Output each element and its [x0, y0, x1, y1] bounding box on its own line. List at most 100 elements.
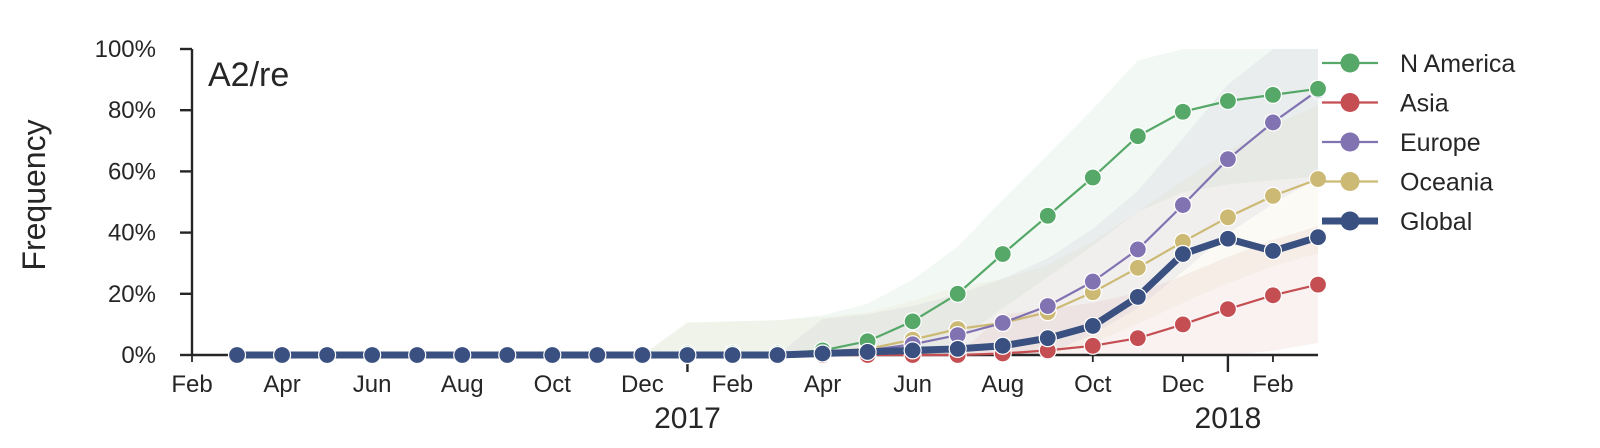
data-point [1218, 229, 1238, 248]
data-point [1218, 300, 1238, 319]
legend-marker [1340, 93, 1360, 112]
data-point [1083, 168, 1102, 187]
legend-item: Asia [1322, 90, 1449, 118]
data-point [408, 345, 427, 365]
series-global [227, 228, 1328, 365]
y-axis-label: Frequency [16, 119, 52, 270]
chart-title: A2/re [208, 56, 289, 94]
band-0 [237, 49, 1318, 355]
data-point [993, 336, 1012, 355]
data-point [1128, 240, 1147, 259]
data-point [318, 345, 337, 365]
data-point [813, 344, 832, 363]
x-tick-label: Dec [1162, 371, 1205, 398]
data-point [1128, 329, 1147, 348]
x-tick-label: Jun [893, 371, 932, 398]
data-point [1263, 241, 1283, 261]
series-lines [227, 79, 1328, 365]
data-point [1263, 85, 1283, 105]
data-point [227, 345, 247, 365]
data-point [678, 345, 697, 365]
data-point [1173, 102, 1192, 121]
data-point [1083, 272, 1102, 291]
x-tick-label: Oct [534, 371, 572, 398]
data-point [948, 284, 967, 303]
x-tick-label: Apr [804, 371, 841, 398]
data-point [272, 345, 292, 365]
legend-marker [1340, 172, 1360, 191]
data-point [1128, 287, 1147, 306]
band-2 [237, 49, 1318, 355]
legend-label: Global [1400, 208, 1472, 236]
data-point [1308, 169, 1328, 189]
data-point [903, 341, 922, 360]
band-3 [237, 104, 1318, 356]
data-point [1308, 79, 1328, 98]
data-point [723, 345, 742, 365]
data-point [633, 345, 652, 365]
year-tick-label: 2018 [1195, 402, 1262, 435]
y-tick-label: 60% [108, 158, 156, 185]
data-point [453, 345, 472, 365]
legend-label: N America [1400, 50, 1515, 78]
year-tick-label: 2017 [654, 402, 721, 435]
data-point [768, 345, 787, 365]
legend-item: Oceania [1322, 169, 1493, 197]
legend-item: Global [1322, 208, 1472, 236]
data-point [1173, 315, 1192, 334]
x-tick-label: Aug [981, 371, 1024, 398]
data-point [1173, 195, 1192, 215]
legend-marker [1340, 211, 1360, 231]
x-tick-label: Feb [712, 371, 753, 398]
data-point [1038, 296, 1057, 316]
y-tick-label: 20% [108, 281, 156, 308]
y-tick-label: 100% [95, 36, 156, 63]
data-point [1218, 208, 1238, 227]
y-tick-label: 40% [108, 220, 156, 247]
x-tick-label: Jun [353, 371, 392, 398]
y-tick-label: 80% [108, 97, 156, 124]
data-point [1083, 336, 1102, 355]
data-point [1173, 244, 1192, 264]
legend-item: N America [1322, 50, 1515, 78]
data-point [1263, 186, 1283, 205]
legend-label: Oceania [1400, 169, 1493, 197]
data-point [1218, 91, 1238, 111]
data-point [948, 339, 967, 358]
legend-item: Europe [1322, 129, 1481, 157]
x-tick-label: Feb [1252, 371, 1293, 398]
data-point [1308, 228, 1328, 247]
data-point [1128, 127, 1147, 146]
data-point [543, 345, 562, 365]
legend-label: Europe [1400, 129, 1481, 157]
y-tick-label: 0% [121, 342, 156, 369]
data-point [1263, 113, 1283, 132]
data-point [1128, 258, 1147, 277]
x-tick-label: Dec [621, 371, 664, 398]
axes: 0% 20% 40% 60% 80% 100% Feb Apr Jun Aug Oct Dec Feb A… [95, 36, 1318, 435]
data-point [1083, 316, 1102, 336]
data-point [588, 345, 607, 365]
x-tick-label: Oct [1074, 371, 1112, 398]
band-1 [237, 226, 1318, 355]
legend-marker [1340, 132, 1360, 152]
confidence-bands [237, 49, 1318, 356]
legend-marker [1340, 53, 1360, 73]
data-point [498, 345, 517, 365]
data-point [1308, 275, 1328, 294]
data-point [1038, 206, 1057, 225]
data-point [858, 342, 877, 362]
x-tick-label: Feb [171, 371, 212, 398]
x-tick-label: Apr [263, 371, 300, 398]
legend-label: Asia [1400, 90, 1449, 118]
x-tick-label: Aug [441, 371, 484, 398]
data-point [363, 345, 382, 365]
data-point [1263, 286, 1283, 305]
data-point [1218, 150, 1238, 169]
data-point [993, 244, 1012, 264]
data-point [903, 312, 922, 331]
legend: N America Asia Europe Oceania Global [1322, 50, 1515, 236]
data-point [1038, 329, 1057, 348]
data-point [993, 313, 1012, 332]
